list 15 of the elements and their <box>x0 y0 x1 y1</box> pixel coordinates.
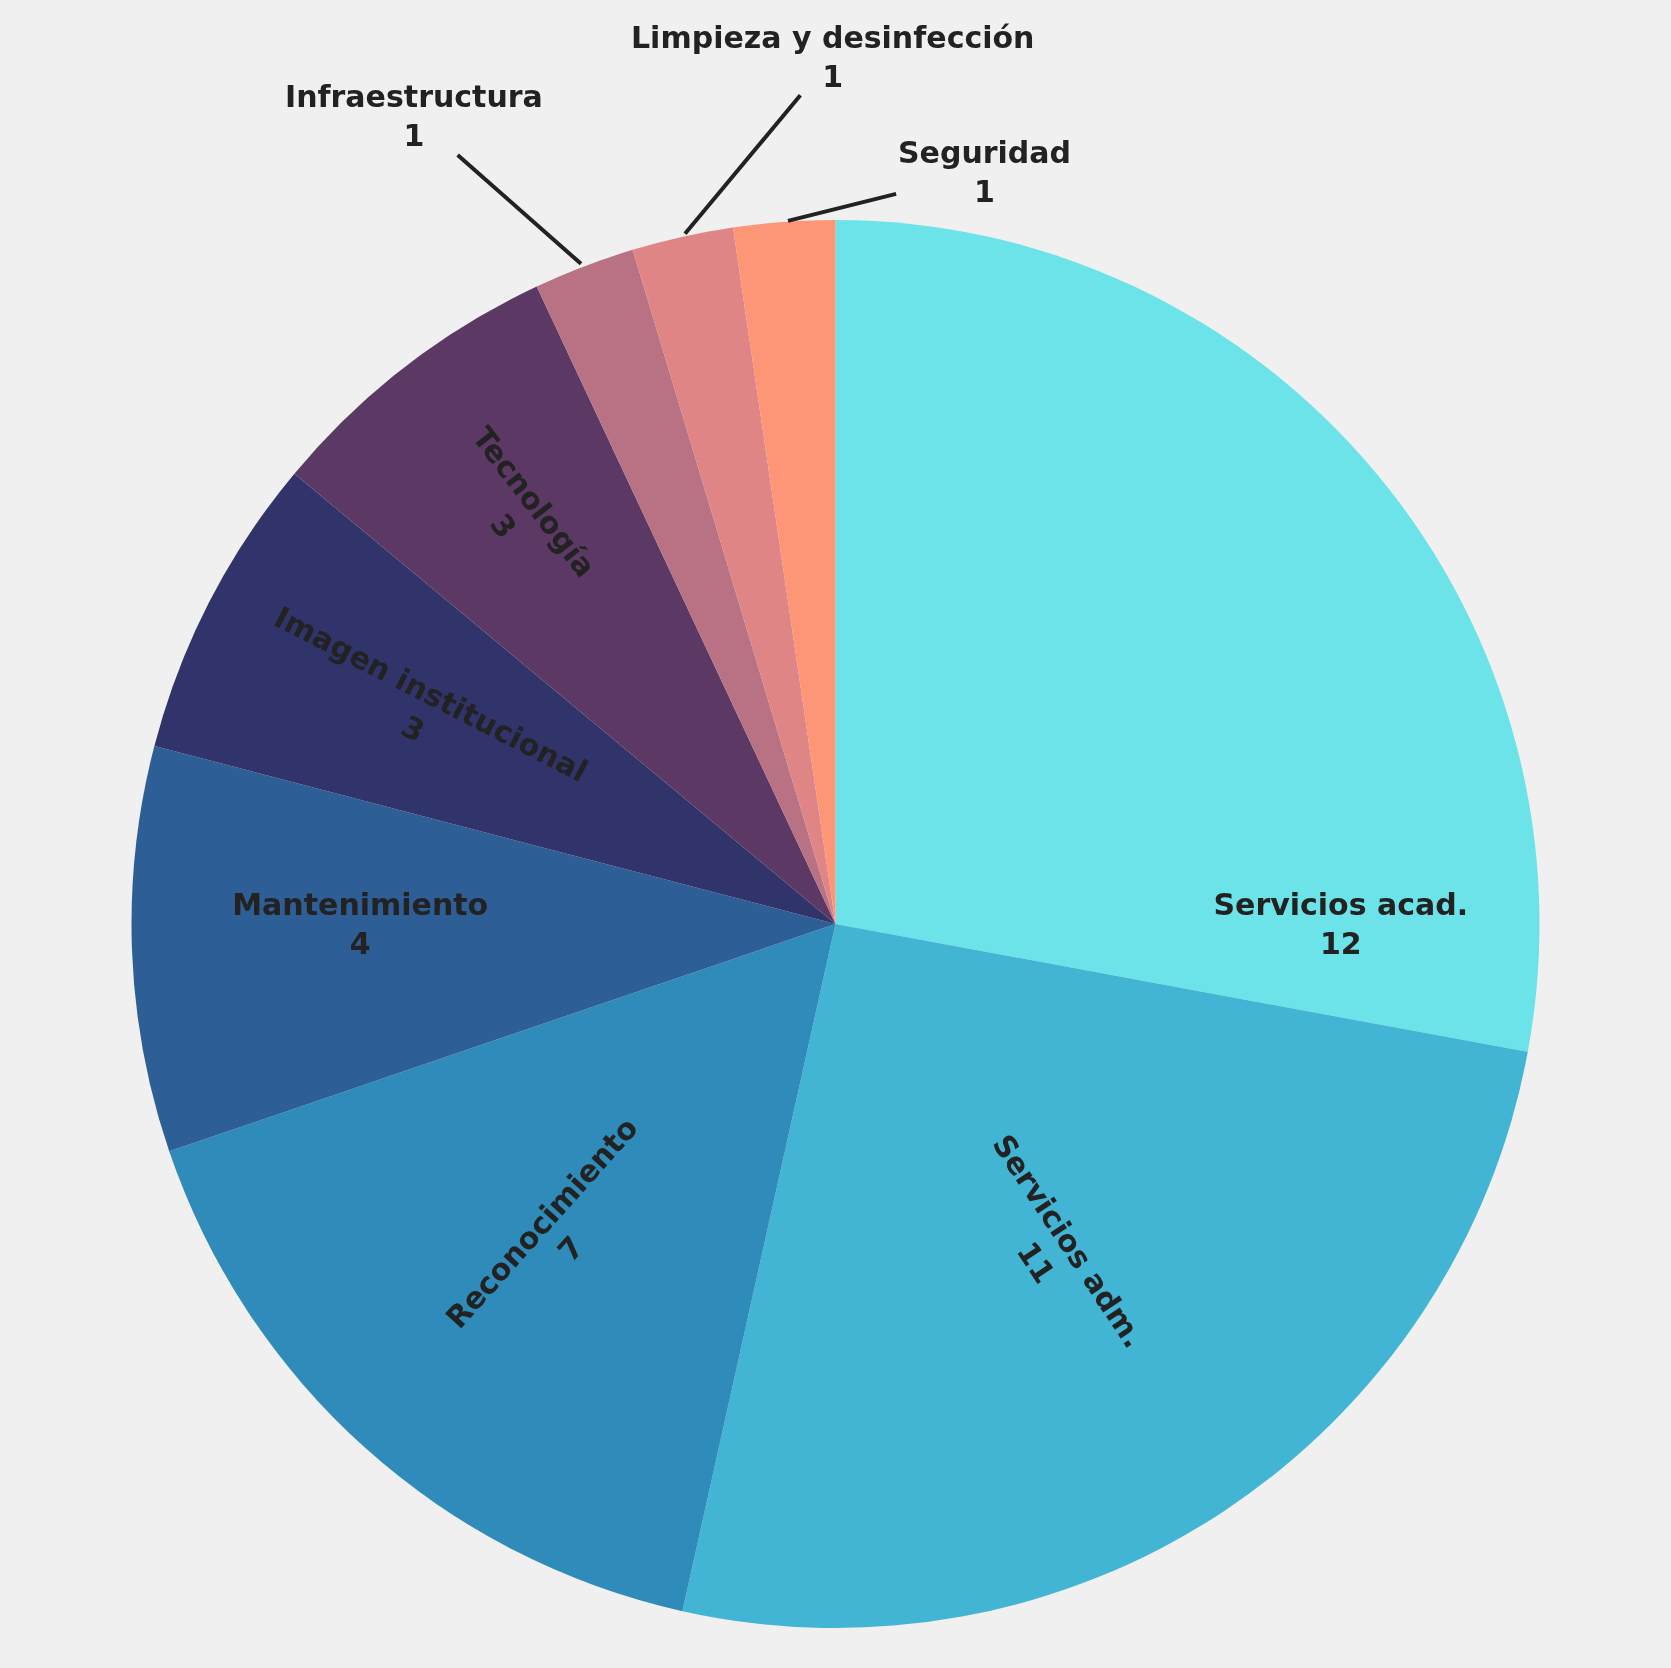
data-label: 12 <box>1319 926 1362 961</box>
data-label: 1 <box>974 174 995 209</box>
pie-slice <box>632 227 836 924</box>
pie-slice <box>733 220 836 924</box>
pie-slice <box>682 924 1528 1628</box>
slice-label: Seguridad <box>898 135 1072 170</box>
slice-label: Servicios acad. <box>1213 887 1469 922</box>
slice-label: Infraestructura <box>285 79 543 114</box>
slice-label: Mantenimiento <box>232 887 489 922</box>
data-label: 4 <box>349 926 371 961</box>
slice-label: Limpieza y desinfección <box>631 20 1035 55</box>
data-label: 1 <box>403 118 425 153</box>
pie-slice <box>169 924 836 1612</box>
data-label: 1 <box>822 59 844 94</box>
pie-slice <box>835 220 1539 1052</box>
